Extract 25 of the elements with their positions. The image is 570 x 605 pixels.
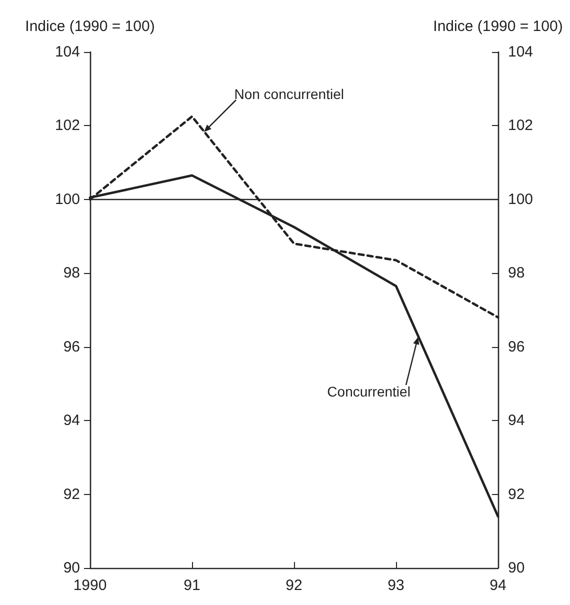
y2-axis-title: Indice (1990 = 100) <box>433 18 563 35</box>
y2-tick-label: 94 <box>508 412 525 430</box>
y-tick-label: 104 <box>54 44 80 60</box>
y2-tick-label: 104 <box>508 44 534 60</box>
y-tick-label: 90 <box>63 560 80 576</box>
x-tick-label: 92 <box>286 577 302 594</box>
y-tick-label: 100 <box>54 190 80 208</box>
y2-tick-label: 92 <box>508 486 525 503</box>
text: Non concurrentiel <box>234 86 344 102</box>
y2-tick-label: 96 <box>508 338 525 356</box>
y-tick-label: 98 <box>63 264 80 282</box>
x-tick-label: 1990 <box>73 577 107 594</box>
y-tick-label: 92 <box>63 486 80 503</box>
y-tick-label: 102 <box>54 117 80 134</box>
y2-tick-label: 100 <box>508 190 534 208</box>
y-tick-label: 96 <box>63 338 80 356</box>
y2-tick-label: 102 <box>508 117 534 134</box>
x-tick-label: 94 <box>490 577 506 594</box>
y-tick-label: 94 <box>63 412 80 430</box>
x-tick-label: 93 <box>388 577 404 594</box>
y2-tick-label: 98 <box>508 264 525 282</box>
y-axis-title: Indice (1990 = 100) <box>25 18 155 35</box>
y2-tick-label: 90 <box>508 560 525 576</box>
series-label: Concurrentiel <box>327 384 410 400</box>
x-tick-label: 91 <box>184 577 200 594</box>
